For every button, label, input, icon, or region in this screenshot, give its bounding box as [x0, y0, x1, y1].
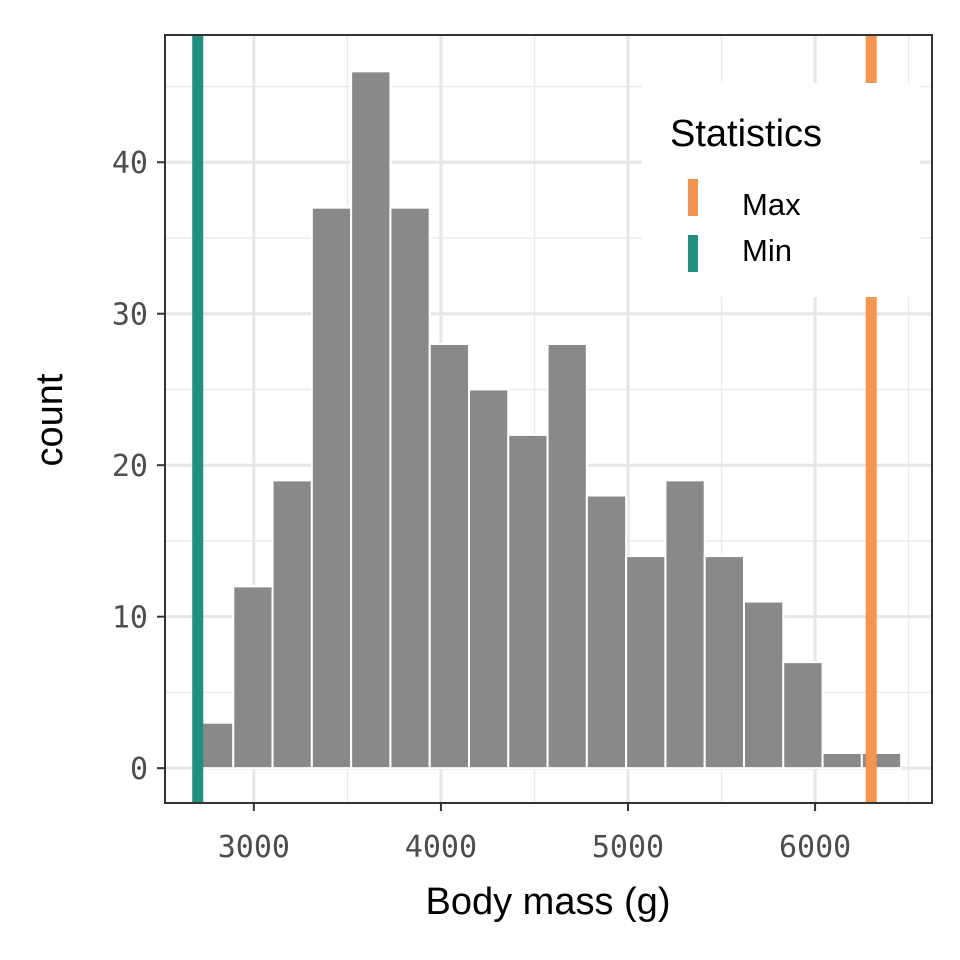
histogram-bar-5 [389, 206, 431, 770]
histogram-bar-13 [703, 555, 745, 770]
y-tick-label: 30 [112, 298, 148, 333]
histogram-bar-14 [742, 600, 785, 770]
histogram-bar-4 [350, 70, 392, 770]
panel-border [164, 34, 933, 804]
histogram-bar-8 [507, 433, 549, 770]
x-tick-label: 6000 [779, 830, 851, 865]
y-tick-label: 0 [130, 752, 148, 787]
legend-title: Statistics [670, 113, 822, 155]
x-tick-label: 3000 [218, 830, 290, 865]
y-axis-ticks: 0 10 20 30 40 [112, 146, 165, 787]
histogram-bar-9 [546, 343, 588, 770]
x-tick-label: 4000 [405, 830, 477, 865]
y-tick-label: 10 [112, 601, 148, 636]
histogram-bar-3 [310, 206, 353, 770]
histogram-bar-12 [664, 479, 706, 770]
histogram-bar-16 [821, 752, 863, 770]
histogram-bar-2 [271, 479, 313, 770]
x-axis-ticks: 3000 4000 5000 6000 [218, 803, 851, 865]
histogram-bar-1 [232, 585, 274, 770]
histogram-bar-15 [782, 661, 824, 770]
histogram-bar-7 [467, 388, 510, 770]
histogram-bars [192, 70, 903, 770]
histogram-bar-10 [585, 494, 628, 770]
y-tick-label: 40 [112, 146, 148, 181]
legend-label-min: Min [742, 233, 792, 268]
x-tick-label: 5000 [592, 830, 664, 865]
x-axis-title: Body mass (g) [426, 881, 671, 923]
y-axis-title: count [29, 373, 71, 466]
y-tick-label: 20 [112, 449, 148, 484]
legend: Statistics Max Min [642, 83, 920, 297]
legend-key-max [688, 179, 698, 216]
legend-key-min [688, 235, 698, 272]
histogram-bar-6 [428, 343, 470, 770]
legend-label-max: Max [742, 187, 801, 222]
histogram-bar-11 [625, 555, 667, 770]
